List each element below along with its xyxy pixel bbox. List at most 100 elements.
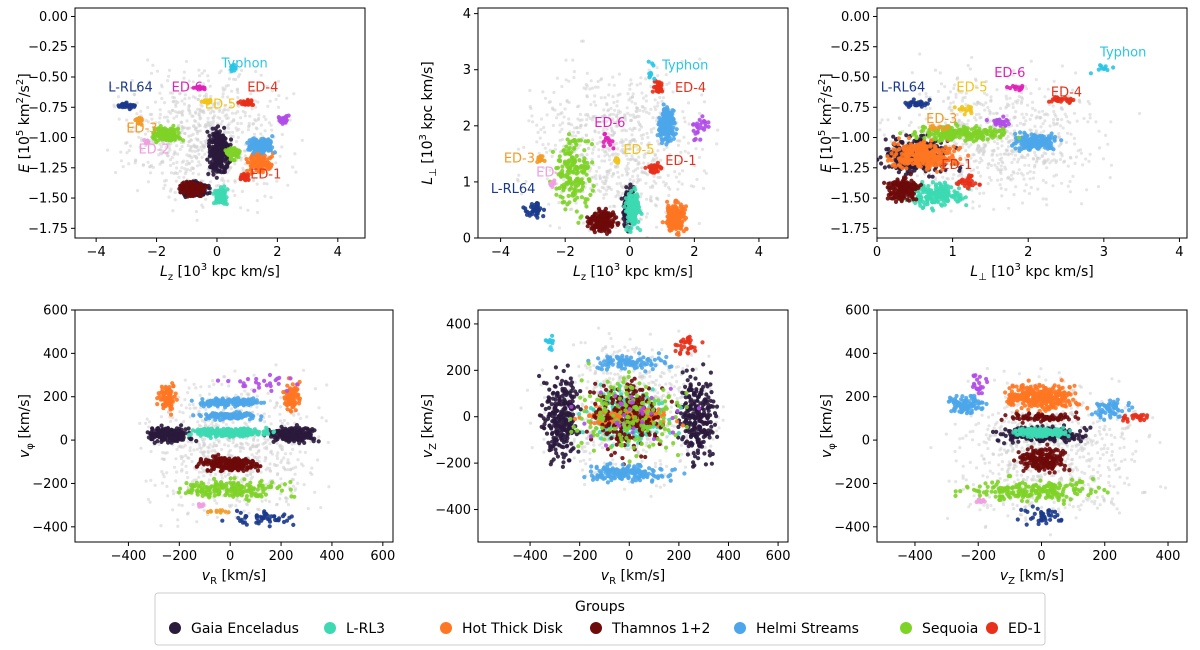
background-star [571, 58, 575, 62]
data-point [582, 169, 587, 174]
background-star [609, 106, 613, 111]
background-star [1037, 87, 1041, 91]
background-star [133, 125, 138, 129]
data-point [561, 199, 567, 205]
background-star [640, 105, 644, 109]
background-star [1023, 156, 1027, 160]
plot-area [515, 39, 720, 238]
background-star [972, 168, 976, 172]
background-star [221, 95, 225, 99]
background-star [132, 92, 136, 96]
background-star [599, 96, 603, 100]
background-star [545, 177, 549, 181]
data-point [661, 102, 666, 107]
background-star [1085, 188, 1089, 192]
data-point [554, 186, 559, 191]
background-star [193, 96, 197, 100]
data-point [628, 205, 633, 210]
background-star [170, 156, 174, 160]
background-star [621, 144, 625, 148]
data-point [596, 206, 602, 211]
background-star [575, 126, 579, 130]
background-star [127, 149, 131, 153]
background-star [234, 77, 238, 82]
background-star [166, 120, 170, 124]
background-star [929, 115, 933, 119]
background-star [995, 111, 999, 115]
background-star [274, 161, 278, 165]
cluster-sequoia [150, 123, 186, 145]
background-star [183, 97, 187, 101]
data-point [190, 185, 195, 191]
background-star [1025, 87, 1029, 91]
background-star [715, 142, 719, 146]
data-point [582, 156, 587, 161]
background-star [197, 160, 201, 164]
background-star [1068, 179, 1072, 184]
background-star [246, 208, 250, 212]
background-star [184, 59, 189, 64]
annotation-ed-3: ED-3 [504, 151, 535, 166]
background-star [1097, 129, 1101, 133]
data-point [570, 138, 576, 143]
background-star [160, 171, 164, 175]
background-star [555, 76, 560, 80]
x-tick-label: 4 [334, 245, 342, 260]
data-point [560, 195, 565, 200]
background-star [639, 76, 643, 80]
background-star [1000, 144, 1004, 148]
data-point [230, 146, 235, 151]
background-star [1051, 104, 1055, 108]
background-star [602, 186, 606, 190]
background-star [960, 99, 965, 103]
background-star [953, 83, 957, 87]
data-point [566, 169, 571, 174]
background-star [943, 85, 947, 89]
background-star [198, 163, 202, 167]
background-star [915, 174, 919, 178]
background-star [277, 94, 281, 98]
background-star [185, 153, 189, 157]
x-tick-label: −4 [87, 245, 106, 260]
background-star [278, 154, 282, 158]
background-star [611, 117, 615, 121]
background-star [667, 193, 671, 198]
background-star [1023, 163, 1027, 167]
background-star [161, 141, 165, 145]
background-star [573, 126, 577, 130]
background-star [620, 173, 624, 177]
background-star [1012, 150, 1016, 154]
data-point [606, 140, 611, 145]
data-point [228, 155, 233, 160]
background-star [188, 149, 192, 153]
data-point [610, 210, 616, 215]
y-tick-label: −0.50 [28, 71, 68, 86]
background-star [174, 179, 178, 183]
background-star [564, 58, 568, 62]
background-star [617, 175, 621, 179]
data-point [667, 223, 672, 229]
background-star [1022, 116, 1026, 120]
background-star [941, 175, 945, 179]
background-star [148, 171, 153, 175]
background-star [229, 104, 233, 108]
background-star [179, 110, 183, 115]
background-star [610, 129, 614, 133]
background-star [561, 121, 565, 125]
background-star [626, 92, 630, 96]
background-star [163, 115, 167, 119]
background-star [264, 117, 268, 121]
background-star [567, 122, 572, 126]
background-star [125, 118, 129, 122]
background-star [639, 217, 643, 221]
background-star [651, 150, 655, 154]
background-star [626, 111, 630, 115]
background-star [1068, 190, 1072, 194]
y-tick-label: −1.50 [28, 192, 68, 207]
background-star [226, 95, 230, 99]
background-star [605, 170, 609, 174]
cluster-other [691, 114, 711, 143]
background-star [993, 140, 997, 144]
background-star [1004, 187, 1008, 192]
annotation-ed-1: ED-1 [250, 168, 281, 183]
